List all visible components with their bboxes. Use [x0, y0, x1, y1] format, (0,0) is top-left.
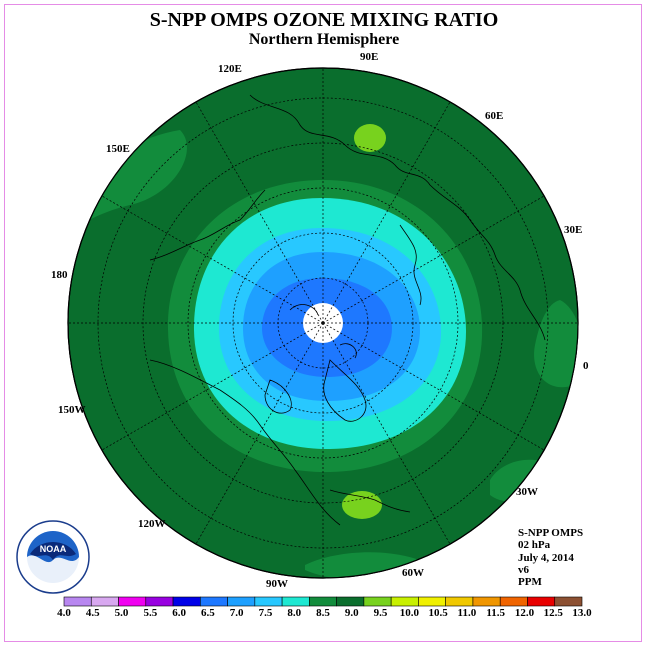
contour-band-9-5-north — [354, 124, 386, 152]
colorbar-swatch — [227, 596, 256, 607]
lon-label-60e: 60E — [485, 110, 504, 122]
lon-label-120e: 120E — [218, 63, 242, 75]
colorbar-swatch — [363, 596, 392, 607]
colorbar-tick-label: 6.0 — [172, 607, 186, 619]
contour-fields — [70, 124, 578, 578]
colorbar-tick-label: 12.5 — [543, 607, 563, 619]
lon-label-90e: 90E — [360, 51, 379, 63]
colorbar-tick-label: 9.0 — [344, 607, 359, 619]
colorbar-tick-label: 7.5 — [258, 607, 273, 619]
noaa-logo: NOAA — [16, 520, 90, 594]
colorbar-tick-label: 5.0 — [114, 607, 129, 619]
colorbar-tick-label: 8.5 — [316, 607, 330, 619]
info-version: v6 — [518, 563, 529, 576]
colorbar-swatch — [145, 596, 174, 607]
info-instrument: S-NPP OMPS — [518, 527, 584, 539]
colorbar-swatch — [118, 596, 147, 607]
lon-label-60w: 60W — [402, 567, 424, 579]
colorbar-swatch — [200, 596, 228, 607]
colorbar-swatch — [63, 596, 92, 607]
info-units: PPM — [518, 576, 542, 589]
lon-label-30e: 30E — [564, 224, 583, 236]
contour-band-9-5-south — [342, 491, 382, 519]
colorbar-tick-label: 11.5 — [486, 607, 505, 619]
colorbar-swatch — [336, 596, 365, 607]
figure-frame — [4, 4, 642, 642]
colorbar-swatch — [390, 596, 419, 607]
colorbar-swatch — [472, 596, 501, 607]
colorbar-swatch — [309, 596, 337, 607]
lon-label-0: 0 — [583, 360, 589, 372]
colorbar-tick-label: 11.0 — [457, 607, 477, 619]
lon-label-150w: 150W — [58, 404, 86, 416]
info-block: S-NPP OMPS 02 hPa July 4, 2014 v6 PPM — [518, 527, 583, 588]
colorbar-tick-label: 7.0 — [229, 607, 244, 619]
colorbar-swatch — [499, 596, 528, 607]
colorbar-swatch — [281, 596, 310, 607]
figure-subtitle: Northern Hemisphere — [248, 31, 400, 48]
lon-label-120w: 120W — [138, 518, 166, 530]
coast-scandinavia — [399, 224, 422, 306]
figure-title: S-NPP OMPS OZONE MIXING RATIO — [149, 9, 499, 31]
lon-label-90w: 90W — [266, 578, 288, 590]
colorbar-swatch — [90, 596, 119, 607]
colorbar-swatch — [254, 596, 283, 607]
colorbar-swatch — [445, 596, 474, 607]
coast-europe — [429, 184, 546, 341]
colorbar-tick-label: 13.0 — [572, 607, 592, 619]
colorbar-tick-label: 5.5 — [143, 607, 158, 619]
colorbar-tick-label: 4.0 — [57, 607, 71, 619]
colorbar-swatch — [527, 596, 556, 607]
coastlines — [149, 94, 546, 526]
coast-hudson-bay — [264, 379, 292, 414]
coast-asia-north — [249, 94, 431, 186]
lon-label-150e: 150E — [106, 143, 130, 155]
colorbar-tick-label: 8.0 — [287, 607, 302, 619]
lon-label-30w: 30W — [516, 486, 538, 498]
lon-label-180: 180 — [51, 269, 68, 281]
contour-band-8-5-east — [534, 300, 578, 388]
graticule — [68, 68, 578, 578]
contour-band-8-5-nw — [70, 130, 187, 230]
coast-greenland — [323, 359, 367, 422]
colorbar-tick-label: 12.0 — [514, 607, 535, 619]
info-date: July 4, 2014 — [518, 551, 574, 564]
coast-caribbean — [329, 489, 411, 513]
colorbar-tick-label: 6.5 — [201, 607, 215, 619]
colorbar-tick-label: 10.5 — [428, 607, 448, 619]
colorbar — [63, 596, 583, 607]
logo-text: NOAA — [40, 544, 67, 554]
colorbar-tick-label: 4.5 — [85, 607, 100, 619]
colorbar-swatch — [418, 596, 446, 607]
coast-asia-east — [149, 189, 266, 261]
colorbar-swatch — [172, 596, 201, 607]
info-level: 02 hPa — [518, 539, 551, 552]
colorbar-swatch — [554, 596, 583, 607]
colorbar-tick-label: 10.0 — [399, 607, 419, 619]
coast-north-america — [149, 359, 341, 526]
colorbar-tick-label: 9.5 — [373, 607, 388, 619]
